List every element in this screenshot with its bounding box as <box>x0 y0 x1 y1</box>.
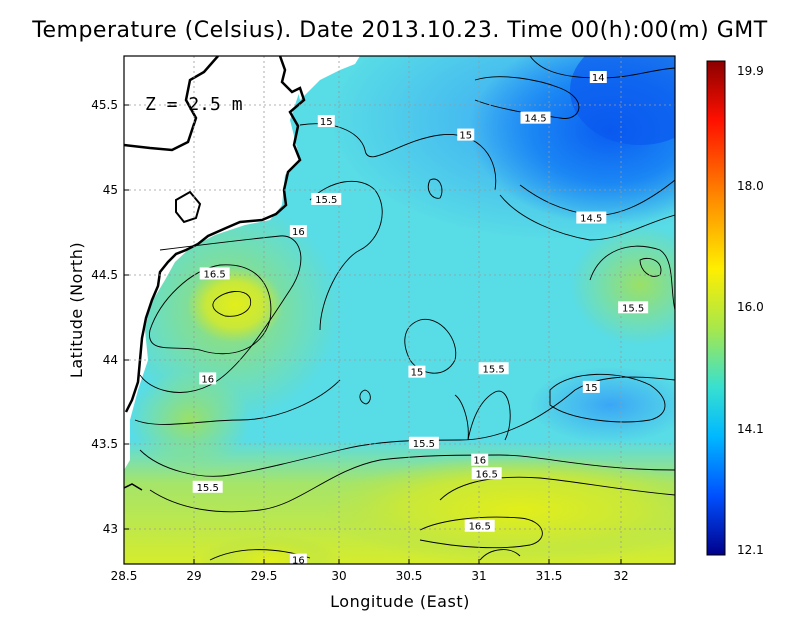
contour-label-bg <box>311 192 342 205</box>
contour-label-group: 14 14.5 14.5 15 15 15 15 15.5 15.5 15.5 15.5 15.5 16… <box>192 71 649 567</box>
contour-label-bg <box>464 519 495 532</box>
y-tick-label: 45.5 <box>91 98 118 112</box>
plot-frame <box>123 55 676 565</box>
contour-label-bg <box>289 225 307 238</box>
x-axis-label: Longitude (East) <box>330 592 470 611</box>
y-tick-label: 44 <box>103 353 118 367</box>
contour-label: 15.5 <box>413 439 435 450</box>
contour-label-bg <box>408 365 426 378</box>
colorbar-label-max: 19.9 <box>737 64 764 78</box>
x-tick-label: 30.5 <box>396 569 423 583</box>
contour-label-bg <box>589 71 607 84</box>
contour-label-bg <box>478 362 509 375</box>
contour-label: 14.5 <box>580 214 602 225</box>
contour-label-bg <box>317 115 335 128</box>
contour-label: 16 <box>473 456 486 467</box>
contour-label: 15 <box>585 383 598 394</box>
contour-label-bg <box>289 553 307 564</box>
contour-label-bg <box>457 128 475 141</box>
x-tick-label: 29 <box>186 569 201 583</box>
x-tick-label: 32 <box>613 569 628 583</box>
contour-label: 15 <box>459 131 472 142</box>
contour-label: 14.5 <box>524 114 546 125</box>
coastline-land <box>124 56 300 470</box>
contour-label-bg <box>408 436 439 449</box>
contour-label: 15.5 <box>483 364 505 375</box>
contour-label-bg <box>471 453 489 466</box>
map-title: Temperature (Celsius). Date 2013.10.23. … <box>32 18 768 43</box>
depth-label: Z = 2.5 m <box>145 94 243 115</box>
y-axis: 43 43.5 44 44.5 45 45.5 Latitude (North) <box>67 98 129 536</box>
x-tick-label: 30 <box>331 569 346 583</box>
contour-label: 16 <box>292 556 305 567</box>
contour-label-bg <box>576 211 607 224</box>
y-tick-label: 43 <box>103 522 118 536</box>
x-axis: 28.5 29 29.5 30 30.5 31 31.5 32 Longitud… <box>111 559 629 611</box>
contour-label-bg <box>520 111 551 124</box>
contour-label: 15.5 <box>197 483 219 494</box>
x-tick-label: 31 <box>471 569 486 583</box>
contour-label-bg <box>618 301 649 314</box>
contour-label-bg <box>471 467 502 480</box>
contour-label: 16 <box>201 374 214 385</box>
temperature-field: Z = 2.5 m 14 14.5 14.5 15 15 15 15 15.5 15.5 15.5… <box>124 56 675 567</box>
coastline <box>124 56 306 413</box>
colorbar-scale <box>706 60 726 556</box>
contour-label-bg <box>192 480 223 493</box>
contour-label: 15 <box>411 368 424 379</box>
colorbar-label: 14.1 <box>737 422 764 436</box>
colorbar-label: 18.0 <box>737 179 764 193</box>
contour-label: 15.5 <box>315 195 337 206</box>
contour-label-bg <box>199 267 230 280</box>
x-tick-label: 29.5 <box>251 569 278 583</box>
contour-label-bg <box>199 372 217 385</box>
contour-label: 16.5 <box>469 522 491 533</box>
contour-label: 15 <box>320 117 333 128</box>
x-tick-label: 31.5 <box>536 569 563 583</box>
contour-label-bg <box>582 380 600 393</box>
y-axis-label: Latitude (North) <box>67 242 86 378</box>
contour-label: 16.5 <box>476 469 498 480</box>
colorbar-label: 16.0 <box>737 300 764 314</box>
y-tick-label: 45 <box>103 183 118 197</box>
y-tick-label: 44.5 <box>91 268 118 282</box>
x-tick-label: 28.5 <box>111 569 138 583</box>
y-tick-label: 43.5 <box>91 437 118 451</box>
colorbar-label-min: 12.1 <box>737 543 764 557</box>
contour-label: 16 <box>292 227 305 238</box>
contour-label: 15.5 <box>622 303 644 314</box>
contour-label: 14 <box>592 73 605 84</box>
colorbar: 19.9 18.0 16.0 14.1 12.1 <box>706 60 764 557</box>
contour-label: 16.5 <box>204 269 226 280</box>
